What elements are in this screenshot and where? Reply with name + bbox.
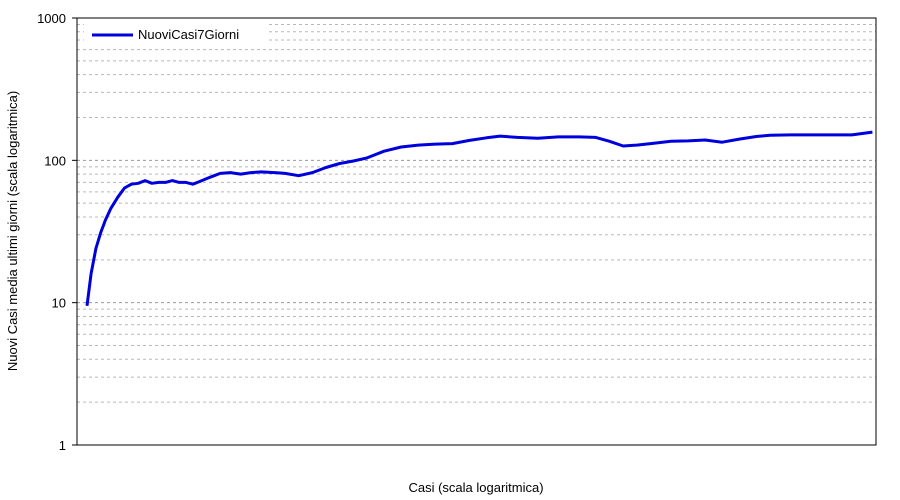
series-line [85, 130, 873, 306]
series-layer [85, 130, 873, 306]
legend-entry: NuoviCasi7Giorni [138, 27, 239, 42]
plot-area-border [76, 17, 877, 446]
y-axis: 1 10 100 1000 [37, 11, 77, 453]
y-tick-label: 1 [59, 438, 66, 453]
x-axis-title: Casi (scala logaritmica) [408, 480, 543, 495]
y-tick-label: 10 [52, 296, 66, 311]
y-axis-title: Nuovi Casi media ultimi giorni (scala lo… [5, 91, 20, 371]
y-tick-label: 100 [44, 153, 66, 168]
y-tick-label: 1000 [37, 11, 66, 26]
legend: NuoviCasi7Giorni [84, 21, 266, 49]
grid-lines [77, 24, 876, 403]
